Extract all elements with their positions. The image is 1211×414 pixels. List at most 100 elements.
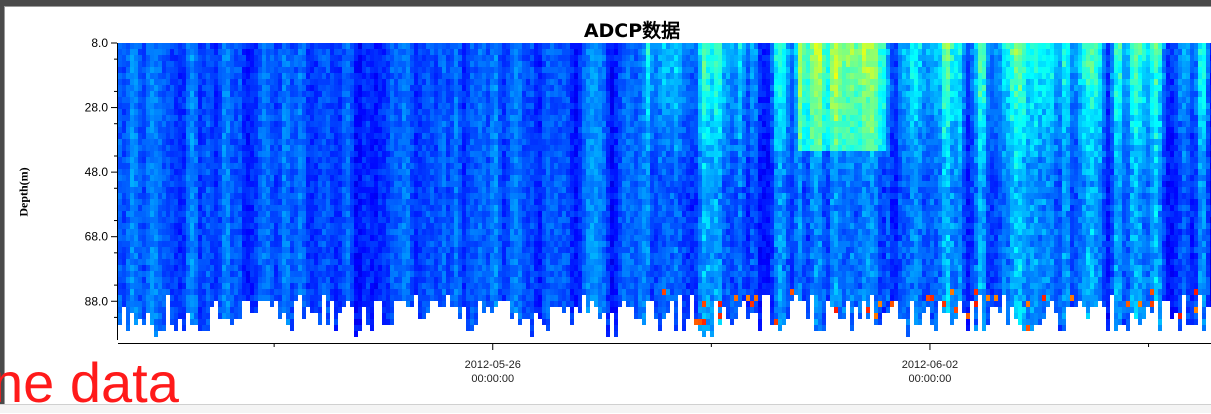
heatmap-cell [194,127,199,134]
heatmap-cell [414,85,419,92]
heatmap-cell [138,55,143,62]
heatmap-cell [546,199,551,206]
heatmap-cell [494,109,499,116]
heatmap-cell [350,43,355,50]
heatmap-cell [126,133,131,140]
heatmap-cell [374,241,379,248]
heatmap-cell [154,289,159,296]
heatmap-cell [518,241,523,248]
heatmap-cell [450,103,455,110]
heatmap-cell [118,109,123,116]
heatmap-cell [202,121,207,128]
heatmap-cell [318,133,323,140]
heatmap-cell [370,235,375,242]
heatmap-cell [362,85,367,92]
heatmap-cell [134,145,139,152]
heatmap-cell [122,193,127,200]
heatmap-cell [162,181,167,188]
heatmap-cell [518,223,523,230]
heatmap-cell [258,265,263,272]
heatmap-cell [302,271,307,278]
heatmap-cell [158,229,163,236]
heatmap-cell [514,295,519,302]
heatmap-cell [226,223,231,230]
heatmap-cell [526,265,531,272]
heatmap-cell [202,247,207,254]
heatmap-cell [534,301,539,308]
heatmap-cell [350,97,355,104]
heatmap-cell [298,193,303,200]
heatmap-cell [206,145,211,152]
heatmap-cell [374,79,379,86]
heatmap-cell [494,223,499,230]
heatmap-cell [326,295,331,302]
heatmap-cell [278,133,283,140]
heatmap-cell [198,139,203,146]
heatmap-cell-missing [126,331,131,340]
heatmap-cell [254,307,259,314]
heatmap-cell [138,181,143,188]
heatmap-cell [210,235,215,242]
heatmap-cell [470,325,475,332]
heatmap-cell [350,205,355,212]
heatmap-cell [490,43,495,50]
heatmap-cell [158,127,163,134]
heatmap-cell [150,43,155,50]
heatmap-cell [262,241,267,248]
heatmap-cell [410,187,415,194]
heatmap-cell [262,103,267,110]
heatmap-cell [246,187,251,194]
heatmap-cell [338,205,343,212]
heatmap-cell [498,61,503,68]
heatmap-cell [402,217,407,224]
heatmap-cell [482,97,487,104]
heatmap-cell [366,223,371,230]
heatmap-cell [478,127,483,134]
heatmap-cell [506,157,511,164]
heatmap-cell [394,79,399,86]
heatmap-cell [430,175,435,182]
heatmap-cell [438,145,443,152]
heatmap-cell [206,313,211,320]
heatmap-cell [378,55,383,62]
heatmap-cell [426,61,431,68]
heatmap-cell [262,199,267,206]
heatmap-cell [274,223,279,230]
heatmap-cell [422,253,427,260]
heatmap-cell [462,217,467,224]
heatmap-cell [274,133,279,140]
heatmap-cell [130,115,135,122]
heatmap-cell [118,295,123,302]
heatmap-cell [166,97,171,104]
heatmap-cell [514,175,519,182]
heatmap-cell [162,61,167,68]
heatmap-cell-missing [330,301,335,340]
heatmap-cell [194,211,199,218]
heatmap-cell [166,247,171,254]
heatmap-cell [250,265,255,272]
heatmap-cell [318,307,323,314]
heatmap-cell [238,295,243,302]
heatmap-cell [258,157,263,164]
heatmap-cell [118,319,123,326]
heatmap-cell [538,217,543,224]
heatmap-cell [150,109,155,116]
heatmap-cell [486,49,491,56]
heatmap-cell [250,163,255,170]
heatmap-cell [170,229,175,236]
heatmap-cell [502,121,507,128]
heatmap-cell [398,157,403,164]
heatmap-cell [378,115,383,122]
heatmap-cell [398,169,403,176]
heatmap-cell [230,211,235,218]
heatmap-cell-missing [214,301,219,340]
heatmap-cell [290,187,295,194]
heatmap-cell [194,235,199,242]
heatmap-cell [290,199,295,206]
heatmap-cell [118,265,123,272]
heatmap-cell [330,145,335,152]
heatmap-cell [534,175,539,182]
heatmap-cell [422,133,427,140]
heatmap-cell [498,289,503,296]
heatmap-cell [442,43,447,50]
